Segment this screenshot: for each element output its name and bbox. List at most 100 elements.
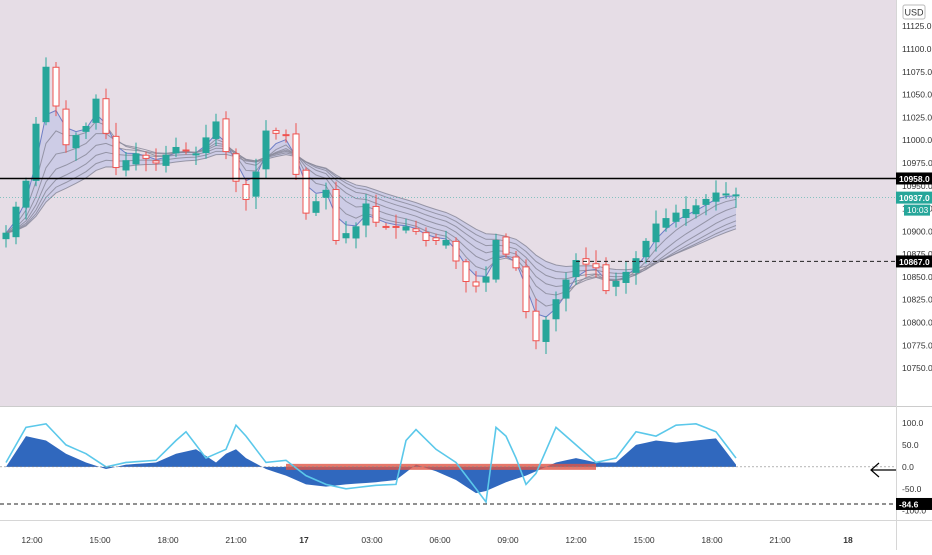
- time-tick-label: 12:00: [565, 535, 587, 545]
- price-tick-label: 11125.0: [902, 21, 932, 31]
- time-tick-label: 18:00: [157, 535, 179, 545]
- osc-wave-line: [5, 422, 737, 504]
- candle-body: [392, 225, 400, 228]
- candle-body: [722, 193, 730, 196]
- candle-body: [242, 184, 250, 200]
- candle-body: [122, 160, 130, 171]
- time-tick-label: 09:00: [497, 535, 519, 545]
- candle-body: [342, 233, 350, 239]
- candle-body: [472, 281, 480, 287]
- candle-body: [222, 118, 230, 153]
- candle-body: [42, 66, 50, 123]
- candle-body: [612, 280, 620, 287]
- candle-body: [502, 236, 510, 255]
- countdown-bg: [904, 204, 930, 216]
- candles: [2, 57, 740, 355]
- candle-body: [352, 226, 360, 239]
- time-tick-label: 15:00: [89, 535, 111, 545]
- candle-body: [142, 154, 150, 159]
- candle-body: [192, 153, 200, 156]
- candle-body: [132, 153, 140, 165]
- price-tick-label: 11075.0: [902, 67, 932, 77]
- osc-tick-label: 50.0: [902, 440, 919, 450]
- price-tick-label: 10800.0: [902, 318, 932, 328]
- candle-body: [522, 266, 530, 313]
- candle-body: [52, 66, 60, 107]
- ribbon-line: [5, 147, 737, 280]
- candle-body: [662, 218, 670, 228]
- oscillator: [0, 422, 896, 505]
- candle-body: [172, 146, 180, 154]
- candle-body: [462, 261, 470, 282]
- candle-body: [572, 260, 580, 278]
- osc-tick-label: -50.0: [902, 484, 922, 494]
- candle-body: [292, 133, 300, 175]
- ribbon-fill: [6, 110, 736, 318]
- candle-body: [82, 126, 90, 132]
- candle-body: [232, 153, 240, 182]
- candle-body: [332, 189, 340, 241]
- candle-body: [272, 130, 280, 134]
- price-tick-label: 10975.0: [902, 158, 932, 168]
- time-tick-label: 21:00: [769, 535, 791, 545]
- candle-body: [152, 160, 160, 164]
- candle-body: [432, 237, 440, 241]
- candle-body: [482, 276, 490, 283]
- candle-body: [202, 137, 210, 154]
- candle-body: [442, 239, 450, 246]
- osc-tick-label: -100.0: [902, 506, 926, 516]
- candle-body: [682, 208, 690, 218]
- price-pane: [0, 0, 896, 406]
- left-arrow-icon[interactable]: [870, 462, 896, 478]
- candle-body: [552, 299, 560, 320]
- last-price-label: 10937.0: [899, 193, 930, 203]
- countdown-label: 10:03: [907, 205, 929, 215]
- candle-body: [692, 205, 700, 215]
- ribbon-line: [5, 142, 737, 287]
- price-tick-label: 10825.0: [902, 295, 932, 305]
- time-tick-label: 17: [299, 535, 309, 545]
- candle-body: [562, 279, 570, 299]
- price-tick-label: 10775.0: [902, 340, 932, 350]
- time-tick-label: 18:00: [701, 535, 723, 545]
- time-tick-label: 12:00: [21, 535, 43, 545]
- candle-body: [652, 223, 660, 243]
- resistance-label: 10958.0: [899, 174, 930, 184]
- candle-body: [592, 263, 600, 269]
- candle-body: [302, 169, 310, 214]
- price-tick-label: 11025.0: [902, 112, 932, 122]
- price-tick-label: 10850.0: [902, 272, 932, 282]
- price-overlay: [0, 177, 896, 262]
- osc-tick-label: 0.0: [902, 462, 914, 472]
- candle-body: [732, 194, 740, 197]
- candle-body: [252, 171, 260, 197]
- currency-label: USD: [904, 8, 924, 18]
- candle-body: [102, 98, 110, 134]
- candle-body: [162, 154, 170, 166]
- candle-body: [12, 206, 20, 238]
- time-tick-label: 21:00: [225, 535, 247, 545]
- currency-badge[interactable]: [902, 4, 926, 20]
- candle-body: [702, 198, 710, 205]
- candle-body: [412, 228, 420, 232]
- osc-tick-label: 100.0: [902, 418, 924, 428]
- candle-body: [532, 310, 540, 342]
- time-tick-label: 18: [843, 535, 853, 545]
- candle-body: [372, 205, 380, 223]
- last-price-label-bg: [896, 191, 932, 204]
- candle-body: [402, 226, 410, 231]
- candle-body: [422, 232, 430, 241]
- osc-marker-label: -84.6: [899, 499, 919, 509]
- candle-body: [282, 134, 290, 137]
- candle-body: [32, 123, 40, 181]
- candle-body: [672, 212, 680, 222]
- candle-body: [492, 239, 500, 280]
- candle-body: [22, 180, 30, 208]
- candle-body: [182, 149, 190, 152]
- candle-body: [62, 108, 70, 146]
- osc-marker-label-bg: [896, 497, 932, 510]
- time-tick-label: 15:00: [633, 535, 655, 545]
- dashed-level-label-bg: [896, 255, 932, 268]
